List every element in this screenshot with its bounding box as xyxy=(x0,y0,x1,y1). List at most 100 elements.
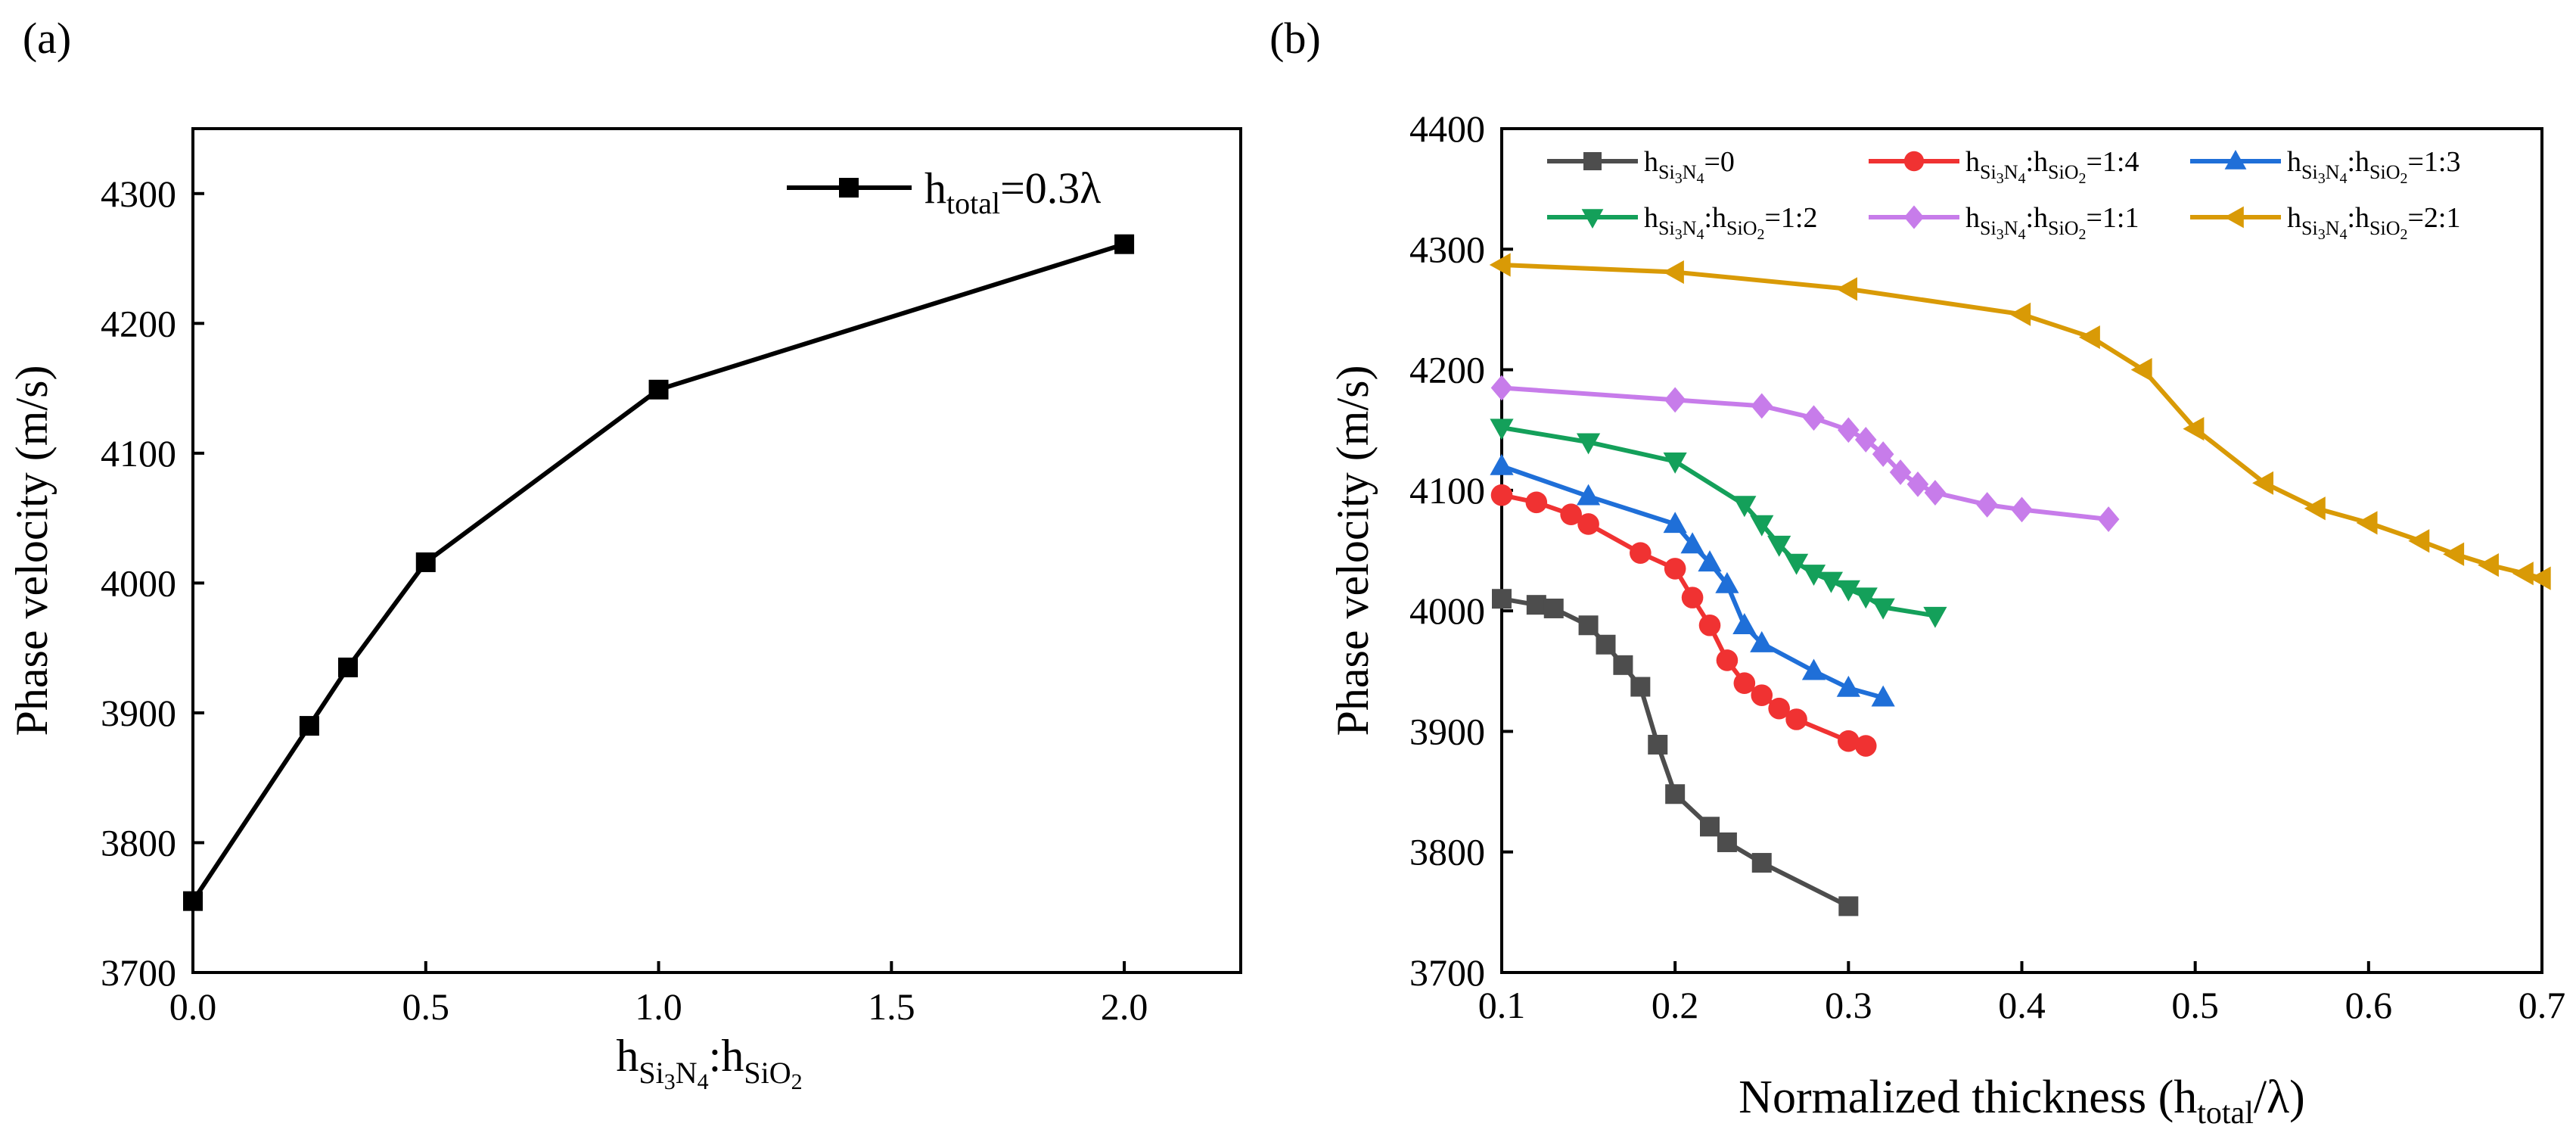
data-point xyxy=(2078,325,2100,350)
data-point xyxy=(1663,452,1687,474)
legend-marker xyxy=(1903,151,1925,172)
x-tick-label: 0.0 xyxy=(169,985,217,1028)
y-tick-label: 4000 xyxy=(1409,590,1485,632)
legend-label: hSi3N4:hSiO2=2:1 xyxy=(2287,202,2461,243)
data-point xyxy=(1872,441,1894,467)
legend-item: hSi3N4=0 xyxy=(1547,146,1735,187)
panel-label: (a) xyxy=(23,14,71,63)
x-tick-label: 0.1 xyxy=(1478,984,1526,1026)
legend-label: hSi3N4:hSiO2=1:4 xyxy=(1965,146,2139,187)
data-point xyxy=(2443,542,2465,566)
x-tick-label: 0.4 xyxy=(1998,984,2046,1026)
series xyxy=(1490,419,1947,628)
legend: htotal=0.3λ xyxy=(787,163,1101,220)
legend-item: hSi3N4:hSiO2=1:3 xyxy=(2190,146,2461,187)
y-tick-label: 3800 xyxy=(1409,831,1485,873)
series-line xyxy=(1501,596,1850,909)
x-tick-label: 0.6 xyxy=(2345,984,2393,1026)
data-point xyxy=(1854,735,1877,757)
x-axis-label: hSi3N4:hSiO2 xyxy=(616,1031,802,1094)
data-point xyxy=(1836,675,1860,697)
data-point xyxy=(2252,471,2274,495)
legend-label: hSi3N4:hSiO2=1:2 xyxy=(1644,202,1818,243)
panel-label: (b) xyxy=(1269,14,1321,63)
data-point xyxy=(1664,387,1686,413)
y-tick-label: 3800 xyxy=(101,821,176,864)
data-point xyxy=(1838,896,1859,916)
data-point xyxy=(1543,598,1564,618)
legend-label: hSi3N4=0 xyxy=(1644,146,1735,187)
data-point xyxy=(1630,677,1651,697)
data-point xyxy=(1854,427,1877,453)
data-point xyxy=(1663,512,1687,534)
data-point xyxy=(1664,558,1686,580)
y-tick-label: 3900 xyxy=(1409,710,1485,752)
data-point xyxy=(2304,496,2326,521)
data-point xyxy=(1680,532,1704,554)
legend-marker xyxy=(2224,150,2247,170)
data-point xyxy=(1114,234,1135,254)
data-point xyxy=(1698,550,1722,572)
data-point xyxy=(1751,853,1772,873)
y-tick-label: 4200 xyxy=(101,302,176,344)
data-point xyxy=(1576,433,1601,455)
data-point xyxy=(1681,587,1704,608)
data-point xyxy=(2097,506,2120,532)
legend-marker xyxy=(1903,205,1925,229)
series xyxy=(1490,453,1895,707)
data-point xyxy=(1750,515,1774,537)
legend-label: hSi3N4:hSiO2=1:1 xyxy=(1965,202,2139,243)
data-point xyxy=(1648,734,1668,755)
data-point xyxy=(1716,649,1739,671)
data-point xyxy=(299,716,319,736)
data-point xyxy=(1700,817,1720,837)
x-axis-label: Normalized thickness (htotal/λ) xyxy=(1739,1072,2305,1131)
data-point xyxy=(2512,562,2534,586)
data-point xyxy=(2356,511,2378,535)
data-point xyxy=(1871,598,1895,620)
data-point xyxy=(1889,459,1912,485)
series xyxy=(1489,253,2551,590)
data-point xyxy=(2011,496,2033,523)
data-point xyxy=(1490,419,1514,440)
data-point xyxy=(1906,471,1929,497)
series-line xyxy=(191,241,1126,903)
chart-b: (b) 0.1 0.2 0.3 0.4 0.5 0.6 0.7 3700 3800 3900 4000… xyxy=(1269,14,2565,1131)
data-point xyxy=(183,891,203,911)
data-point xyxy=(1662,260,1684,285)
legend-item: hSi3N4:hSiO2=2:1 xyxy=(2190,202,2461,243)
data-point xyxy=(1751,684,1773,706)
x-tick-label: 2.0 xyxy=(1101,985,1148,1028)
data-point xyxy=(1836,580,1860,602)
data-point xyxy=(1578,615,1599,636)
data-point xyxy=(1767,535,1791,557)
chart-a: (a) 0.0 0.5 1.0 1.5 2.0 3700 3800 3900 4000 4100 42… xyxy=(7,14,1242,1094)
data-point xyxy=(1492,589,1512,609)
data-point xyxy=(415,552,436,572)
series xyxy=(1490,375,2120,532)
data-point xyxy=(1801,658,1826,680)
data-point xyxy=(1489,253,1511,277)
y-tick-label: 4000 xyxy=(101,562,176,604)
x-tick-label: 1.0 xyxy=(635,985,682,1028)
data-point xyxy=(1836,277,1858,301)
data-point xyxy=(1732,496,1757,518)
plot-frame xyxy=(191,127,1242,974)
data-point xyxy=(1665,784,1686,804)
y-tick-label: 3700 xyxy=(1409,951,1485,994)
data-point xyxy=(1751,393,1773,419)
legend-item: hSi3N4:hSiO2=1:2 xyxy=(1547,202,1818,243)
data-point xyxy=(1490,375,1513,401)
data-point xyxy=(1490,453,1514,475)
legend-marker xyxy=(839,178,859,198)
data-point xyxy=(1976,492,1998,518)
series xyxy=(1492,589,1859,916)
data-point xyxy=(2408,529,2430,553)
series xyxy=(183,234,1135,911)
data-point xyxy=(2183,417,2205,441)
data-point xyxy=(1871,685,1895,707)
data-point xyxy=(1803,405,1825,431)
data-point xyxy=(1577,513,1599,535)
data-point xyxy=(1526,595,1546,615)
